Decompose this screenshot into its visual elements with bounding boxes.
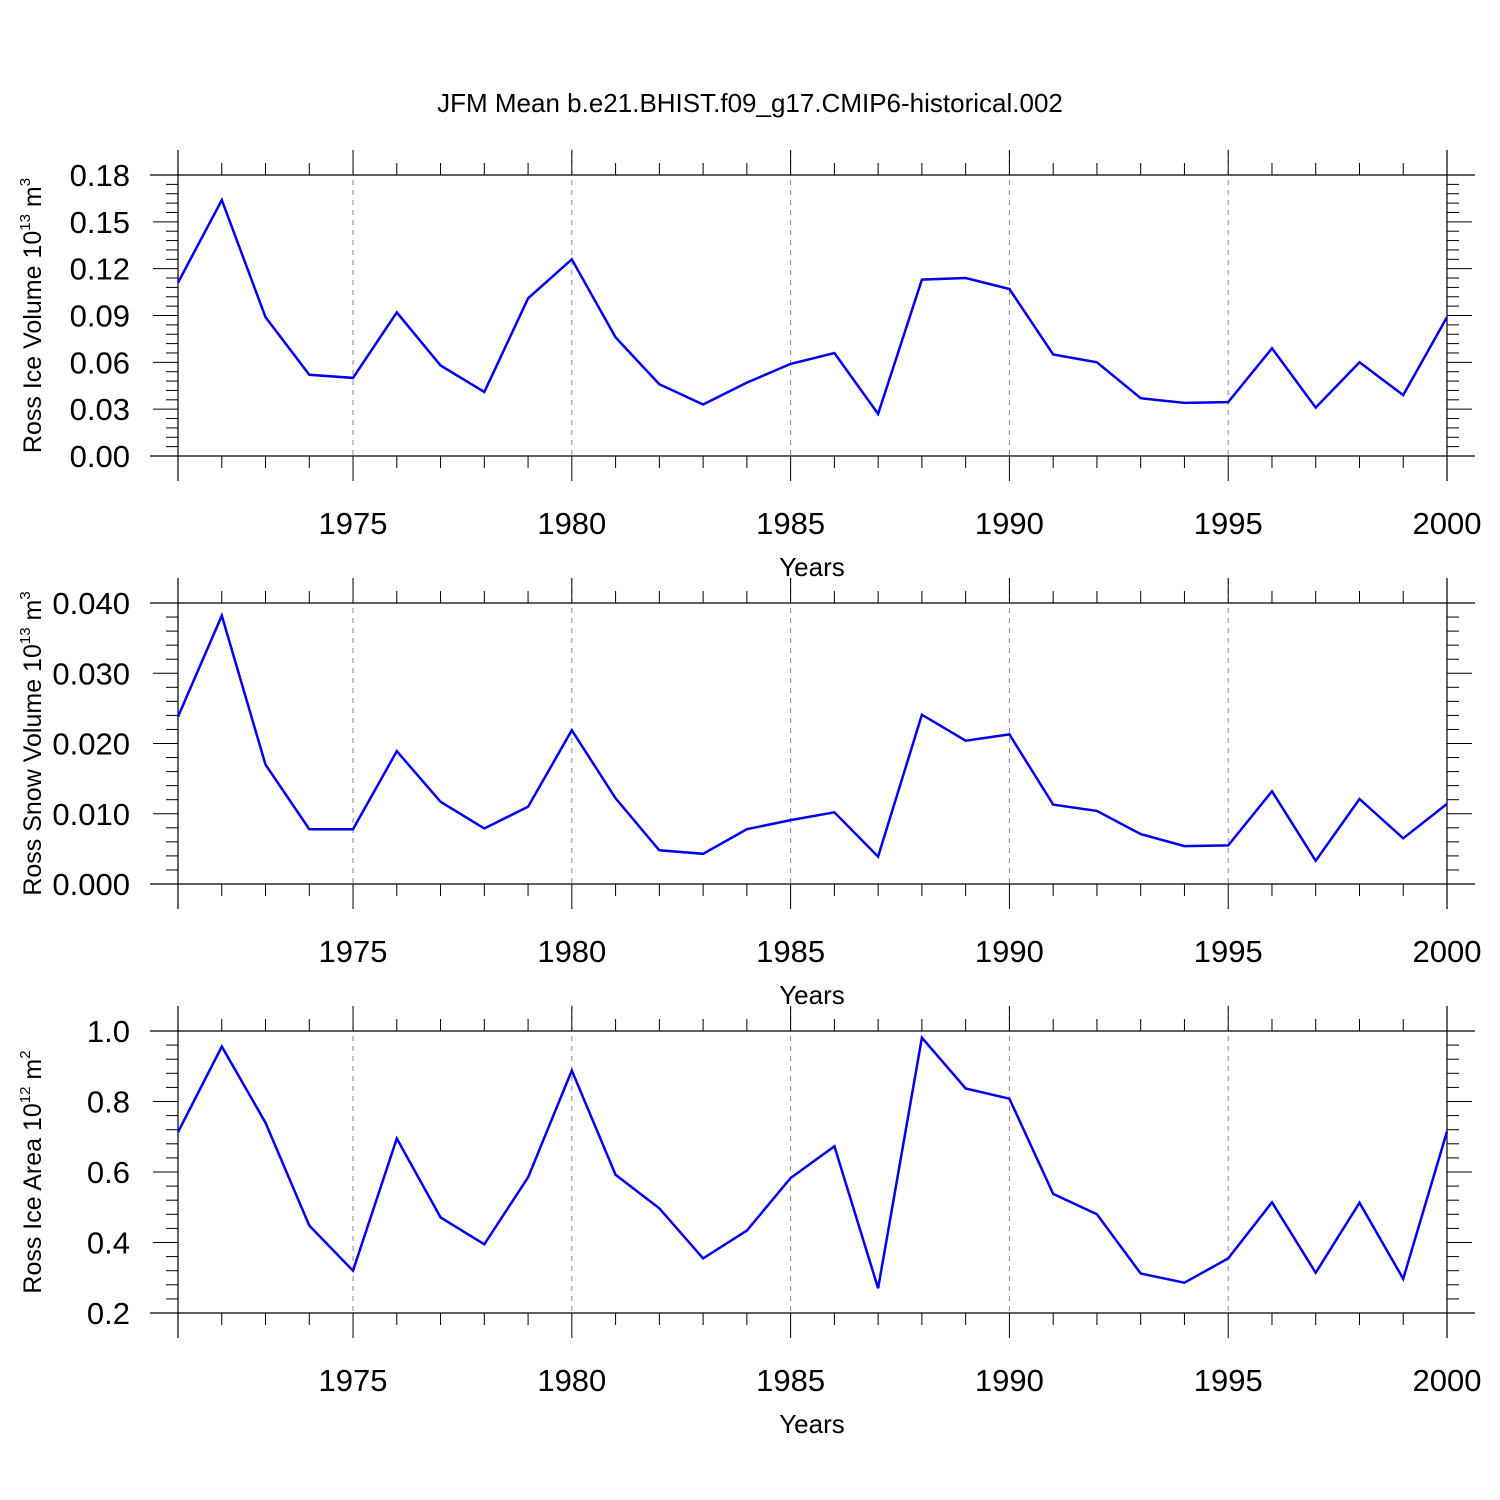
- x-tick-label: 1995: [1194, 934, 1263, 969]
- y-tick-label: 0.03: [70, 392, 130, 427]
- series-line: [178, 1038, 1447, 1289]
- y-tick-label: 0.010: [52, 797, 130, 832]
- x-tick-label: 1985: [756, 1363, 825, 1398]
- y-tick-label: 0.000: [52, 867, 130, 902]
- y-axis-title: Ross Ice Volume 1013 m3: [17, 178, 47, 453]
- y-tick-label: 0.2: [87, 1296, 130, 1331]
- x-tick-label: 1980: [537, 1363, 606, 1398]
- panel-3: 0.2 0.4 0.6 0.8 1.0 1975 1980 1985 1990 1995 2000 Y…: [17, 1006, 1481, 1439]
- x-tick-label: 1980: [537, 934, 606, 969]
- y-tick-label: 0.8: [87, 1085, 130, 1120]
- x-tick-label: 1990: [975, 1363, 1044, 1398]
- x-tick-label: 2000: [1413, 506, 1482, 541]
- x-tick-label: 1990: [975, 934, 1044, 969]
- x-tick-label: 1990: [975, 506, 1044, 541]
- y-tick-label: 0.00: [70, 439, 130, 474]
- x-tick-label: 1975: [319, 506, 388, 541]
- y-tick-label: 0.12: [70, 252, 130, 287]
- y-tick-label: 0.040: [52, 586, 130, 621]
- x-axis-title: Years: [779, 980, 845, 1010]
- x-tick-label: 1995: [1194, 1363, 1263, 1398]
- figure: JFM Mean b.e21.BHIST.f09_g17.CMIP6-histo…: [0, 0, 1500, 1500]
- x-tick-label: 2000: [1413, 934, 1482, 969]
- y-tick-label: 0.030: [52, 656, 130, 691]
- x-axis-title: Years: [779, 1409, 845, 1439]
- y-tick-label: 0.6: [87, 1155, 130, 1190]
- x-tick-label: 1975: [319, 1363, 388, 1398]
- x-tick-label: 1985: [756, 506, 825, 541]
- y-tick-label: 0.18: [70, 158, 130, 193]
- y-axis-title: Ross Snow Volume 1013 m3: [17, 591, 47, 895]
- y-tick-label: 0.15: [70, 205, 130, 240]
- x-axis-title: Years: [779, 552, 845, 582]
- x-tick-label: 2000: [1413, 1363, 1482, 1398]
- panel-1: 0.00 0.03 0.06 0.09 0.12 0.15 0.18 1975 1980 1985…: [17, 150, 1481, 582]
- x-tick-label: 1980: [537, 506, 606, 541]
- panel-2: 0.000 0.010 0.020 0.030 0.040 1975 1980 1985 199…: [17, 578, 1481, 1010]
- y-tick-label: 0.4: [87, 1226, 130, 1261]
- y-tick-label: 0.06: [70, 345, 130, 380]
- series-line: [178, 616, 1447, 861]
- y-axis-title: Ross Ice Area 1012 m2: [17, 1050, 47, 1293]
- x-tick-label: 1975: [319, 934, 388, 969]
- series-line: [178, 200, 1447, 414]
- y-tick-label: 0.09: [70, 299, 130, 334]
- x-tick-label: 1995: [1194, 506, 1263, 541]
- x-tick-label: 1985: [756, 934, 825, 969]
- y-tick-label: 0.020: [52, 727, 130, 762]
- y-tick-label: 1.0: [87, 1014, 130, 1049]
- chart-title: JFM Mean b.e21.BHIST.f09_g17.CMIP6-histo…: [437, 88, 1063, 118]
